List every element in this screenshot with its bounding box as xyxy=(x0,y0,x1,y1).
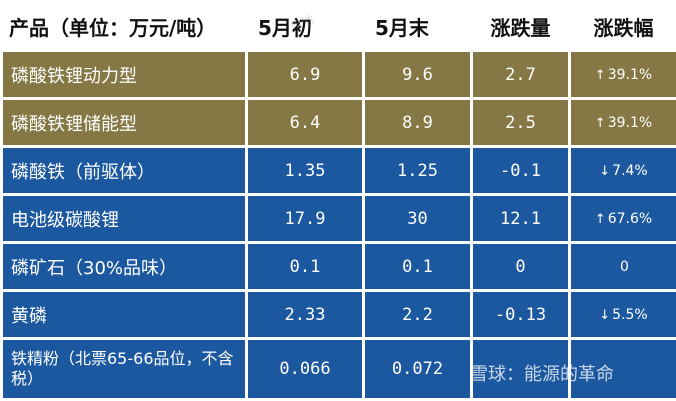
row-start: 2.33 xyxy=(247,291,364,339)
row-pct: ↑67.6% xyxy=(570,195,676,243)
arrow-up-icon: ↑ xyxy=(595,212,606,227)
row-start: 6.4 xyxy=(247,99,364,147)
row-pct: ↓7.4% xyxy=(570,147,676,195)
row-end: 8.9 xyxy=(364,99,472,147)
arrow-up-icon: ↑ xyxy=(595,116,606,131)
row-pct-value: 39.1% xyxy=(608,67,652,83)
row-name: 磷酸铁锂储能型 xyxy=(2,99,247,147)
row-name: 磷矿石（30%品味） xyxy=(2,243,247,291)
row-end: 2.2 xyxy=(364,291,472,339)
row-end: 1.25 xyxy=(364,147,472,195)
table-row: 黄磷 2.33 2.2 -0.13 ↓5.5% xyxy=(2,291,676,339)
row-end: 0.072 xyxy=(364,339,472,400)
row-change: 2.5 xyxy=(472,99,570,147)
row-start: 6.9 xyxy=(247,51,364,99)
row-pct: 0 xyxy=(570,243,676,291)
row-pct-value: 39.1% xyxy=(608,115,652,131)
row-start: 0.066 xyxy=(247,339,364,400)
row-change: 12.1 xyxy=(472,195,570,243)
arrow-up-icon: ↑ xyxy=(595,68,606,83)
row-change: -0.1 xyxy=(472,147,570,195)
row-pct: ↓5.5% xyxy=(570,291,676,339)
row-end: 9.6 xyxy=(364,51,472,99)
row-change: 2.7 xyxy=(472,51,570,99)
row-end: 0.1 xyxy=(364,243,472,291)
row-name: 铁精粉（北票65-66品位，不含税） xyxy=(2,339,247,400)
header-change: 涨跌量 xyxy=(472,2,570,51)
row-start: 17.9 xyxy=(247,195,364,243)
row-name: 磷酸铁锂动力型 xyxy=(2,51,247,99)
row-pct: ↑39.1% xyxy=(570,99,676,147)
row-pct: ↑39.1% xyxy=(570,51,676,99)
row-start: 0.1 xyxy=(247,243,364,291)
table-row: 磷酸铁（前驱体） 1.35 1.25 -0.1 ↓7.4% xyxy=(2,147,676,195)
row-pct-value: 67.6% xyxy=(608,211,652,227)
header-end: 5月末 xyxy=(364,2,472,51)
table-row: 电池级碳酸锂 17.9 30 12.1 ↑67.6% xyxy=(2,195,676,243)
table-row: 磷矿石（30%品味） 0.1 0.1 0 0 xyxy=(2,243,676,291)
row-change: -0.13 xyxy=(472,291,570,339)
footer-watermark: 雪球：能源的革命 xyxy=(470,360,614,386)
row-pct-value: 5.5% xyxy=(612,307,648,323)
arrow-down-icon: ↓ xyxy=(599,164,610,179)
row-end: 30 xyxy=(364,195,472,243)
row-start: 1.35 xyxy=(247,147,364,195)
arrow-down-icon: ↓ xyxy=(599,308,610,323)
row-pct-value: 7.4% xyxy=(612,163,648,179)
row-change: 0 xyxy=(472,243,570,291)
table-row: 磷酸铁锂储能型 6.4 8.9 2.5 ↑39.1% xyxy=(2,99,676,147)
header-pct: 涨跌幅 xyxy=(570,2,676,51)
row-pct-value: 0 xyxy=(620,259,629,275)
table-row: 磷酸铁锂动力型 6.9 9.6 2.7 ↑39.1% xyxy=(2,51,676,99)
row-name: 电池级碳酸锂 xyxy=(2,195,247,243)
header-row: 产品（单位：万元/吨） 5月初 5月末 涨跌量 涨跌幅 xyxy=(2,2,676,51)
row-name: 黄磷 xyxy=(2,291,247,339)
row-name: 磷酸铁（前驱体） xyxy=(2,147,247,195)
header-product: 产品（单位：万元/吨） xyxy=(2,2,247,51)
